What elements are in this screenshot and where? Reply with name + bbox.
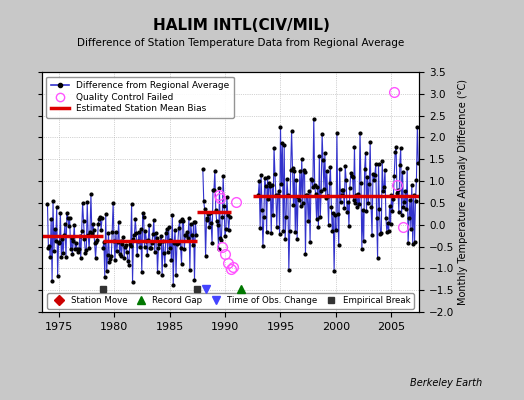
Text: HALIM INTL(CIV/MIL): HALIM INTL(CIV/MIL) [152, 18, 330, 33]
Text: Difference of Station Temperature Data from Regional Average: Difference of Station Temperature Data f… [78, 38, 405, 48]
Text: Berkeley Earth: Berkeley Earth [410, 378, 482, 388]
Y-axis label: Monthly Temperature Anomaly Difference (°C): Monthly Temperature Anomaly Difference (… [458, 79, 468, 305]
Legend: Station Move, Record Gap, Time of Obs. Change, Empirical Break: Station Move, Record Gap, Time of Obs. C… [48, 293, 413, 309]
